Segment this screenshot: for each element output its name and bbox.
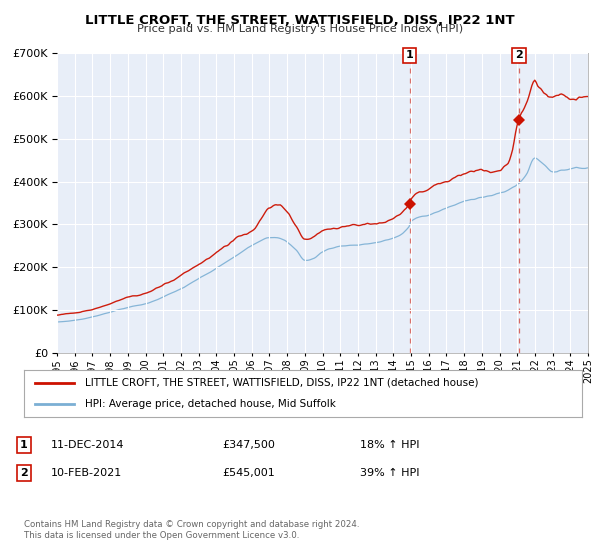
Text: £545,001: £545,001 bbox=[222, 468, 275, 478]
Text: 2: 2 bbox=[515, 50, 523, 60]
Text: Contains HM Land Registry data © Crown copyright and database right 2024.: Contains HM Land Registry data © Crown c… bbox=[24, 520, 359, 529]
Text: 1: 1 bbox=[20, 440, 28, 450]
Text: £347,500: £347,500 bbox=[222, 440, 275, 450]
Text: HPI: Average price, detached house, Mid Suffolk: HPI: Average price, detached house, Mid … bbox=[85, 399, 336, 409]
Text: LITTLE CROFT, THE STREET, WATTISFIELD, DISS, IP22 1NT: LITTLE CROFT, THE STREET, WATTISFIELD, D… bbox=[85, 14, 515, 27]
Text: 39% ↑ HPI: 39% ↑ HPI bbox=[360, 468, 419, 478]
Text: 1: 1 bbox=[406, 50, 413, 60]
Text: Price paid vs. HM Land Registry's House Price Index (HPI): Price paid vs. HM Land Registry's House … bbox=[137, 24, 463, 34]
Text: 11-DEC-2014: 11-DEC-2014 bbox=[51, 440, 125, 450]
Text: LITTLE CROFT, THE STREET, WATTISFIELD, DISS, IP22 1NT (detached house): LITTLE CROFT, THE STREET, WATTISFIELD, D… bbox=[85, 378, 479, 388]
Text: 18% ↑ HPI: 18% ↑ HPI bbox=[360, 440, 419, 450]
Text: 2: 2 bbox=[20, 468, 28, 478]
Text: 10-FEB-2021: 10-FEB-2021 bbox=[51, 468, 122, 478]
Text: This data is licensed under the Open Government Licence v3.0.: This data is licensed under the Open Gov… bbox=[24, 531, 299, 540]
